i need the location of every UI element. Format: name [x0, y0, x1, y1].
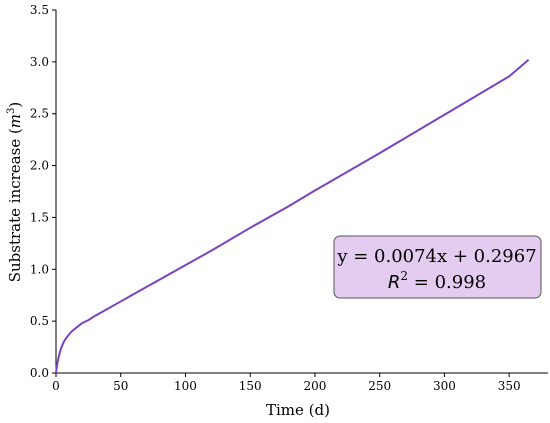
x-tick-label: 150	[239, 379, 262, 393]
series-line-1	[55, 59, 530, 374]
x-tick-label: 250	[368, 379, 391, 393]
x-tick-label: 100	[174, 379, 197, 393]
fit-r-squared: R2 = 0.998	[388, 269, 486, 293]
y-tick-label: 1.0	[30, 262, 49, 276]
fit-annotation: y = 0.0074x + 0.2967 R2 = 0.998	[333, 235, 542, 299]
y-axis-ticks: 0.0 0.5 1.0 1.5 2.0 2.5 3.0 3.5	[30, 3, 56, 380]
y-tick-label: 0.5	[30, 314, 49, 328]
series-layer	[55, 59, 530, 374]
x-tick-label: 300	[433, 379, 456, 393]
x-tick-label: 200	[303, 379, 326, 393]
y-tick-label: 0.0	[30, 366, 49, 380]
y-tick-label: 2.5	[30, 107, 49, 121]
y-tick-label: 1.5	[30, 210, 49, 224]
fit-equation: y = 0.0074x + 0.2967	[336, 246, 536, 267]
x-tick-label: 50	[113, 379, 128, 393]
x-tick-label: 350	[498, 379, 521, 393]
x-tick-label: 0	[52, 379, 60, 393]
y-axis-title: Substrate increase (m3)	[6, 102, 24, 283]
x-axis-title: Time (d)	[266, 401, 330, 419]
x-axis-ticks: 0 50 100 150 200 250 300 350	[52, 373, 521, 393]
y-tick-label: 3.0	[30, 55, 49, 69]
annotation-box	[333, 235, 542, 299]
y-tick-label: 3.5	[30, 3, 49, 17]
y-tick-label: 2.0	[30, 159, 49, 173]
